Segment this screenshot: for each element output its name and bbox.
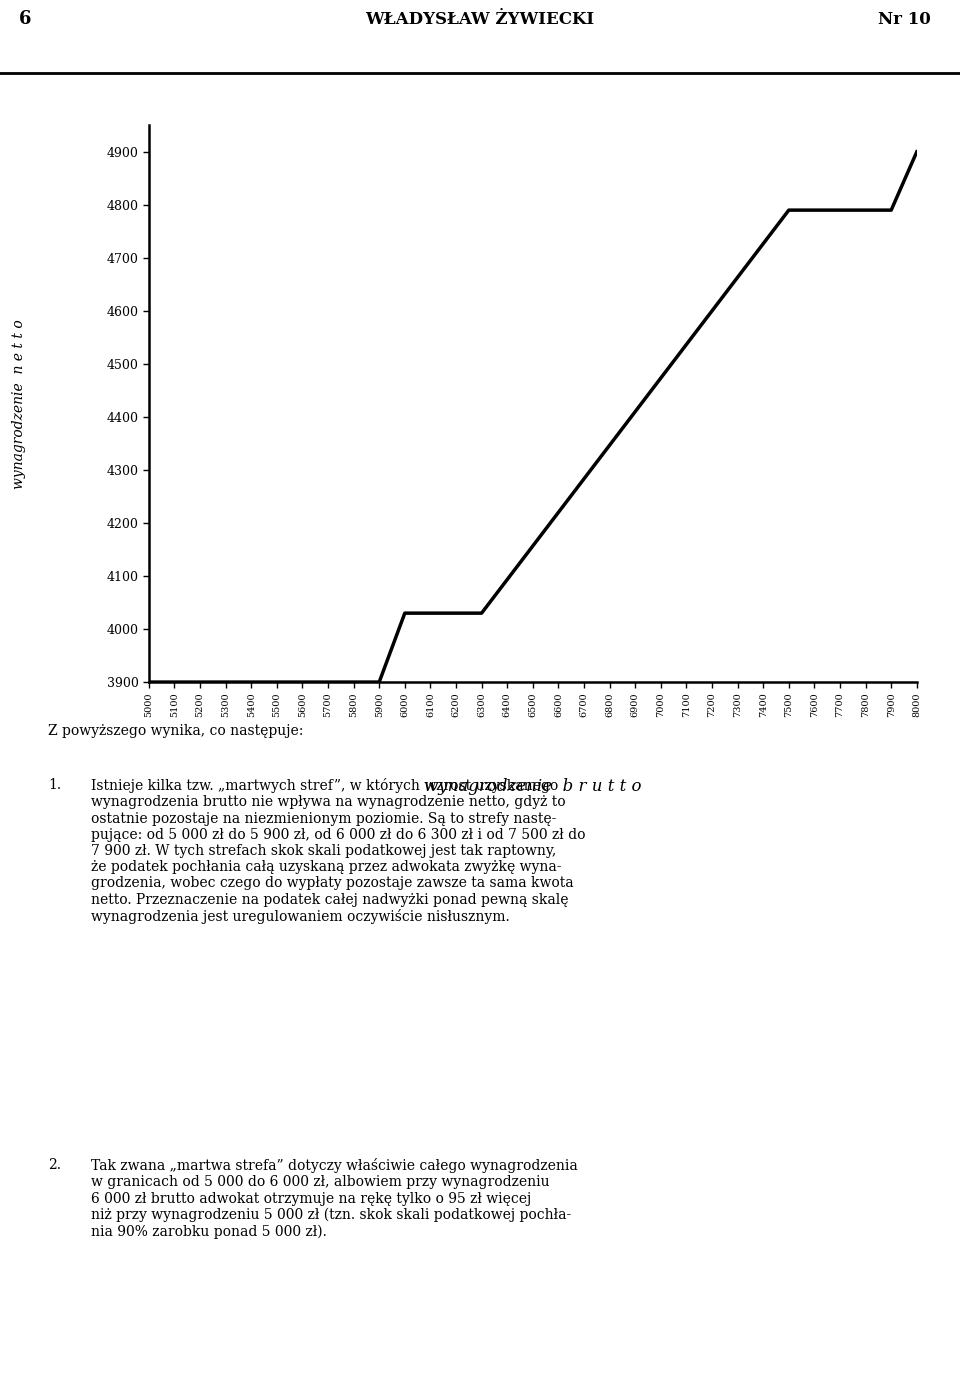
Text: 6: 6 — [19, 10, 32, 28]
Text: 2.: 2. — [48, 1158, 61, 1172]
Text: Nr 10: Nr 10 — [878, 11, 931, 28]
Text: Tak zwana „martwa strefa” dotyczy właściwie całego wynagrodzenia
w granicach od : Tak zwana „martwa strefa” dotyczy właści… — [91, 1158, 578, 1239]
Text: WŁADYSŁAW ŻYWIECKI: WŁADYSŁAW ŻYWIECKI — [366, 11, 594, 28]
Text: Istnieje kilka tzw. „martwych stref”, w których wzrost uzyskanego
wynagrodzenia : Istnieje kilka tzw. „martwych stref”, w … — [91, 778, 586, 924]
Text: wynagrodzenie  n e t t o: wynagrodzenie n e t t o — [12, 319, 26, 489]
Text: Z powyższego wynika, co następuje:: Z powyższego wynika, co następuje: — [48, 724, 303, 738]
Text: wynagrodzenie  b r u t t o: wynagrodzenie b r u t t o — [424, 778, 641, 795]
Text: 1.: 1. — [48, 778, 61, 792]
